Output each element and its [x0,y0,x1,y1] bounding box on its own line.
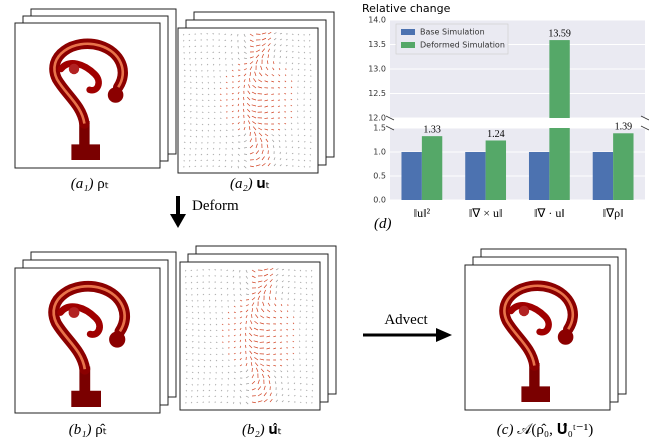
advect-arrow: Advect [363,312,452,342]
panel-label: (b₂) [242,422,265,438]
chart: Relative change (d) 0.0 0.5 1.0 1.512.0 12.5… [362,2,649,232]
x-tick-label: ‖∇ρ‖ [603,206,624,220]
arrow-label: Deform [192,198,239,214]
panel-a2: (a₂) 𝐮ₜ [178,12,334,192]
legend-swatch [401,29,415,35]
y-tick-label: 1.0 [373,148,386,157]
value-label: 13.59 [548,28,571,39]
bar [486,140,506,200]
bar [529,152,549,200]
bar [422,136,442,200]
bar [549,128,569,200]
bar [549,40,569,118]
panel-caption: (a₂) 𝐮ₜ [230,176,270,192]
y-tick-label: 0.0 [373,196,386,205]
value-label: 1.24 [487,129,505,140]
legend-label: Base Simulation [420,28,485,37]
panel-caption: (a₁) ρₜ [71,176,109,192]
x-tick-label: ‖u‖² [414,206,431,220]
panel-symbol: ρₜ [97,176,109,192]
arrow-label: Advect [384,312,428,328]
chart-title: Relative change [362,2,451,15]
panel-symbol: 𝒜(ρ̂₀, 𝐔̂₀ᵗ⁻¹) [517,422,593,438]
y-tick-label: 14.0 [368,16,386,25]
panel-label: (a₁) [71,176,94,192]
y-tick-label: 1.5 [373,124,386,133]
value-label: 1.39 [615,122,633,133]
bar [593,152,613,200]
figure: (a₁) ρₜ (a₂) 𝐮ₜ Deform (b₁) ρ̂ₜ (b₂) 𝐮̂ₜ… [0,0,649,441]
panel-b1: (b₁) ρ̂ₜ [15,252,176,438]
bar [613,133,633,200]
panel-label: (c) [497,422,514,438]
panel-caption: (b₁) ρ̂ₜ [69,422,107,438]
panel-caption: (b₂) 𝐮̂ₜ [242,422,282,438]
x-tick-label: ‖∇ · u‖ [534,206,565,220]
y-tick-label: 13.0 [368,65,386,74]
panel-a1: (a₁) ρₜ [15,9,176,192]
panel-b2: (b₂) 𝐮̂ₜ [180,246,336,438]
y-tick-label: 12.5 [368,89,386,98]
deform-arrow: Deform [170,196,239,228]
panel-c: (c) 𝒜(ρ̂₀, 𝐔̂₀ᵗ⁻¹) [465,249,626,438]
bar [465,152,485,200]
bar [401,152,421,200]
panel-symbol: 𝐮ₜ [256,176,270,192]
chart-caption: (d) [374,216,392,232]
legend-label: Deformed Simulation [420,41,505,50]
panel-label: (a₂) [230,176,253,192]
value-label: 1.33 [423,124,441,135]
panel-caption: (c) 𝒜(ρ̂₀, 𝐔̂₀ᵗ⁻¹) [497,422,593,438]
y-tick-label: 12.0 [368,114,386,123]
legend-swatch [401,42,415,48]
panel-symbol: 𝐮̂ₜ [268,422,282,438]
panel-symbol: ρ̂ₜ [95,422,107,438]
x-tick-label: ‖∇ × u‖ [469,206,503,220]
panel-label: (b₁) [69,422,92,438]
y-tick-label: 0.5 [373,172,386,181]
y-tick-label: 13.5 [368,40,386,49]
